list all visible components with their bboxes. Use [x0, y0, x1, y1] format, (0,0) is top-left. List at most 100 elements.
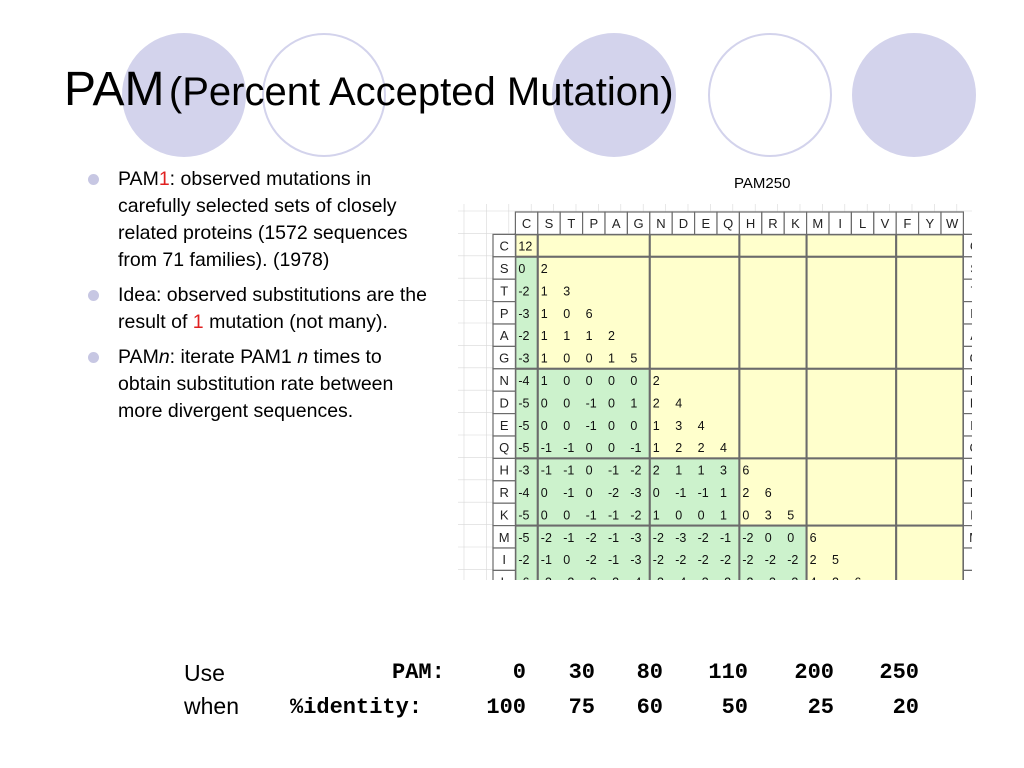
use-when-label: Use when — [184, 660, 239, 719]
matrix-value: -1 — [608, 464, 619, 478]
title-subtitle: (Percent Accepted Mutation) — [168, 70, 674, 114]
matrix-value: -1 — [608, 553, 619, 567]
row-trailer-cell — [962, 256, 972, 280]
matrix-block — [738, 367, 808, 460]
matrix-value: 5 — [630, 352, 637, 366]
matrix-value: -1 — [608, 531, 619, 545]
matrix-value: -5 — [518, 419, 529, 433]
matrix-value: 6 — [810, 531, 817, 545]
row-header: G — [499, 351, 509, 366]
matrix-value: -2 — [742, 531, 753, 545]
matrix-value: 3 — [563, 284, 570, 298]
col-header: S — [545, 216, 554, 231]
matrix-value: -2 — [675, 553, 686, 567]
identity-value: 25 — [807, 695, 834, 720]
matrix-value: 0 — [698, 508, 705, 522]
matrix-value: 4 — [810, 576, 817, 580]
matrix-value: 2 — [742, 486, 749, 500]
col-header: T — [567, 216, 575, 231]
row-trailer: D — [970, 395, 972, 410]
matrix-block — [895, 255, 965, 370]
matrix-value: -3 — [675, 531, 686, 545]
matrix-value: -1 — [541, 464, 552, 478]
row-trailer: P — [970, 306, 972, 321]
row-header: E — [500, 418, 509, 433]
bullet-dot-icon — [88, 352, 99, 363]
row-header: D — [500, 395, 509, 410]
matrix-value: 0 — [563, 374, 570, 388]
col-header: N — [656, 216, 665, 231]
matrix-value: 4 — [675, 396, 682, 410]
row-trailer-cell — [962, 413, 972, 437]
matrix-value: 1 — [675, 464, 682, 478]
matrix-value: -1 — [586, 508, 597, 522]
matrix-value: -1 — [630, 441, 641, 455]
row-trailer: A — [970, 328, 972, 343]
matrix-value: 12 — [518, 240, 532, 254]
row-header: N — [500, 373, 509, 388]
col-header: M — [812, 216, 823, 231]
matrix-value: 1 — [541, 329, 548, 343]
matrix-value: 0 — [563, 419, 570, 433]
matrix-value: 3 — [675, 419, 682, 433]
matrix-value: -3 — [787, 576, 798, 580]
row-trailer-cell — [962, 300, 972, 325]
matrix-value: 0 — [563, 396, 570, 410]
row-trailer-cell — [962, 502, 972, 527]
matrix-value: 0 — [608, 374, 615, 388]
matrix-value: -4 — [630, 576, 641, 580]
matrix-value: -1 — [698, 486, 709, 500]
matrix-value: -1 — [586, 396, 597, 410]
row-header: K — [500, 507, 509, 522]
matrix-value: 0 — [541, 419, 548, 433]
identity-row-label: %identity: — [290, 695, 423, 720]
matrix-value: -2 — [653, 553, 664, 567]
row-trailer: E — [970, 418, 972, 433]
matrix-value: -2 — [742, 576, 753, 580]
matrix-value: -2 — [608, 576, 619, 580]
row-trailer-cell — [962, 345, 972, 370]
col-header: A — [612, 216, 621, 231]
pam-value: 200 — [794, 660, 834, 685]
matrix-value: 0 — [653, 486, 660, 500]
matrix-value: 0 — [563, 307, 570, 321]
matrix-value: 4 — [698, 419, 705, 433]
matrix-value: 0 — [675, 508, 682, 522]
col-header: H — [746, 216, 755, 231]
matrix-value: 0 — [586, 374, 593, 388]
row-trailer-cell — [962, 480, 972, 504]
row-trailer-cell — [962, 525, 972, 549]
matrix-value: -2 — [742, 553, 753, 567]
matrix-value: 0 — [586, 352, 593, 366]
matrix-value: 2 — [810, 553, 817, 567]
matrix-block — [648, 457, 741, 527]
row-header: S — [500, 261, 509, 276]
matrix-value: -2 — [720, 553, 731, 567]
matrix-value: -2 — [787, 553, 798, 567]
matrix-block — [895, 233, 965, 258]
matrix-value: 1 — [586, 329, 593, 343]
matrix-value: -5 — [518, 441, 529, 455]
identity-value: 60 — [636, 695, 663, 720]
matrix-value: 1 — [720, 486, 727, 500]
matrix-block — [648, 255, 741, 370]
matrix-value: -5 — [518, 396, 529, 410]
matrix-value: -3 — [518, 352, 529, 366]
matrix-block — [648, 233, 741, 258]
matrix-value: -4 — [518, 486, 529, 500]
matrix-value: -3 — [630, 531, 641, 545]
decor-circle-5 — [852, 33, 976, 157]
matrix-value: 1 — [720, 508, 727, 522]
matrix-value: -5 — [518, 531, 529, 545]
matrix-block — [648, 524, 741, 580]
matrix-value: 1 — [541, 352, 548, 366]
matrix-value: -6 — [518, 576, 529, 580]
matrix-value: -2 — [586, 553, 597, 567]
matrix-value: 0 — [787, 531, 794, 545]
matrix-value: 6 — [765, 486, 772, 500]
row-header: T — [500, 283, 508, 298]
col-header: Q — [723, 216, 733, 231]
row-trailer-cell — [962, 368, 972, 392]
row-trailer: C — [970, 239, 972, 254]
matrix-value: -1 — [720, 531, 731, 545]
